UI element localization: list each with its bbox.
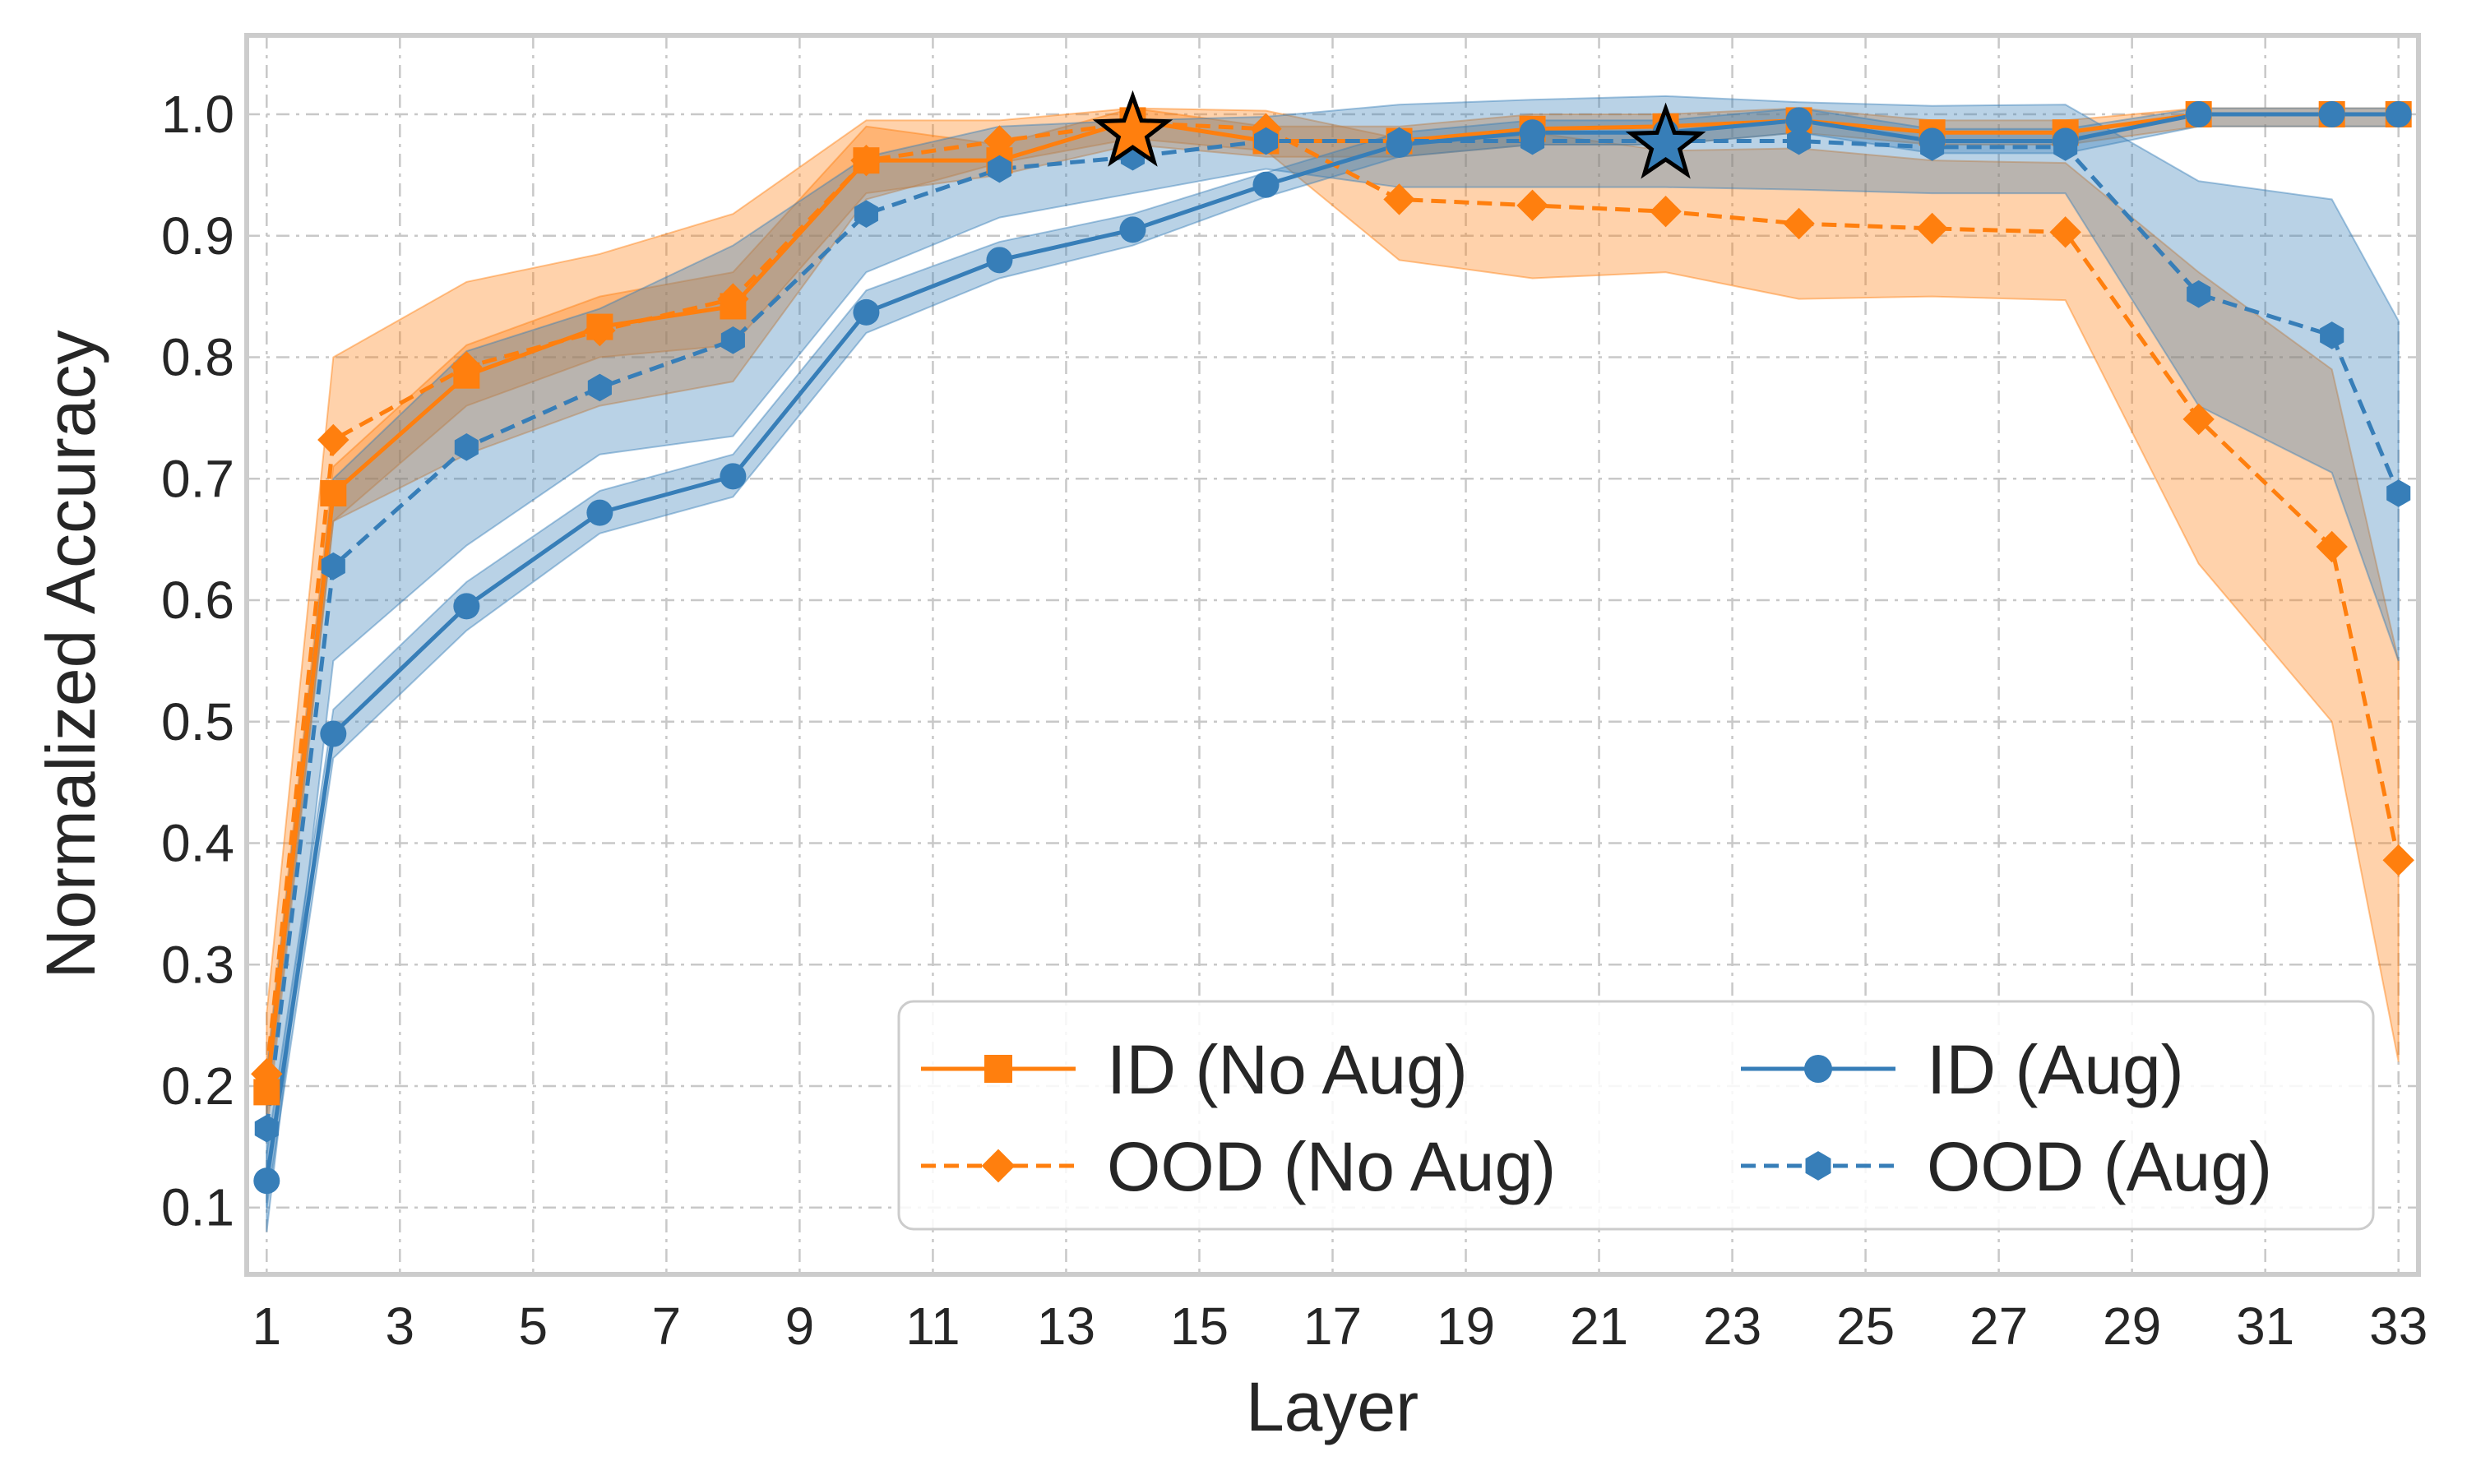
point-id-aug-layer-24 — [1785, 107, 1812, 134]
y-tick-label-0-3: 0.3 — [161, 935, 234, 994]
x-tick-label-31: 31 — [2236, 1297, 2294, 1356]
point-id-aug-layer-2 — [320, 720, 347, 747]
point-ood-aug-layer-32 — [2320, 321, 2344, 349]
point-ood-no-aug-layer-2 — [317, 423, 349, 456]
point-id-aug-layer-6 — [586, 499, 613, 526]
y-tick-label-0-5: 0.5 — [161, 692, 234, 751]
x-tick-label-29: 29 — [2103, 1297, 2161, 1356]
point-ood-aug-layer-30 — [2187, 280, 2211, 308]
legend-label-ood-no-aug: OOD (No Aug) — [1107, 1128, 1556, 1205]
point-ood-aug-layer-16 — [1253, 127, 1279, 155]
line-ood-aug — [264, 139, 2400, 1129]
y-tick-label-0-2: 0.2 — [161, 1056, 234, 1116]
legend-marker-id-aug — [1804, 1055, 1832, 1083]
point-ood-aug-layer-28 — [2053, 133, 2078, 161]
point-ood-no-aug-layer-26 — [1916, 212, 1948, 245]
y-axis-title: Normalized Accuracy — [32, 331, 109, 979]
point-id-aug-layer-12 — [986, 247, 1013, 274]
point-id-no-aug-layer-2 — [320, 479, 347, 506]
point-id-aug-layer-1 — [253, 1167, 280, 1195]
x-tick-label-25: 25 — [1836, 1297, 1895, 1356]
x-tick-label-19: 19 — [1437, 1297, 1495, 1356]
x-tick-label-13: 13 — [1037, 1297, 1095, 1356]
point-ood-aug-layer-6 — [587, 373, 612, 402]
tick-labels: 1 3 5 7 9 11 13 15 17 19 21 23 25 27 29 31 330.10.20.30.… — [161, 85, 2428, 1356]
point-id-aug-layer-8 — [720, 463, 747, 490]
x-axis-title: Layer — [1246, 1368, 1419, 1445]
y-tick-label-0-1: 0.1 — [161, 1178, 234, 1237]
point-ood-no-aug-layer-20 — [1516, 189, 1548, 222]
x-tick-label-27: 27 — [1969, 1297, 2028, 1356]
best-layer-stars — [1092, 90, 1706, 179]
point-ood-no-aug-layer-6 — [584, 314, 616, 347]
point-ood-no-aug-layer-10 — [850, 144, 882, 177]
series-lines — [264, 112, 2401, 1181]
point-ood-aug-layer-4 — [454, 433, 479, 461]
legend-marker-id-no-aug — [984, 1055, 1012, 1083]
point-ood-no-aug-layer-12 — [984, 125, 1016, 157]
point-ood-no-aug-layer-28 — [2049, 216, 2081, 248]
point-ood-aug-layer-24 — [1787, 127, 1812, 155]
best-layer-star-2 — [1625, 102, 1706, 179]
x-tick-label-3: 3 — [386, 1297, 415, 1356]
grid-layer — [247, 35, 2418, 1274]
point-ood-aug-layer-10 — [854, 200, 878, 228]
point-ood-aug-layer-8 — [720, 326, 745, 354]
point-ood-no-aug-layer-18 — [1383, 183, 1415, 215]
x-tick-label-21: 21 — [1570, 1297, 1628, 1356]
point-ood-no-aug-layer-24 — [1783, 207, 1815, 240]
point-id-aug-layer-33 — [2385, 101, 2412, 128]
legend-box — [897, 1000, 2375, 1231]
x-tick-label-11: 11 — [905, 1297, 960, 1356]
x-tick-label-23: 23 — [1703, 1297, 1761, 1356]
x-tick-label-1: 1 — [252, 1297, 282, 1356]
plot-frame — [244, 33, 2421, 1277]
legend-label-ood-aug: OOD (Aug) — [1927, 1128, 2272, 1205]
point-id-aug-layer-4 — [453, 593, 480, 620]
point-ood-no-aug-layer-22 — [1650, 196, 1682, 228]
legend-marker-ood-aug — [1805, 1151, 1831, 1181]
point-id-aug-layer-14 — [1119, 216, 1146, 243]
legend-label-id-aug: ID (Aug) — [1927, 1031, 2184, 1108]
x-tick-label-9: 9 — [785, 1297, 815, 1356]
best-layer-star-1 — [1092, 90, 1173, 167]
legend: ID (No Aug) OOD (No Aug) ID (Aug) OOD (A… — [897, 1000, 2375, 1231]
point-ood-aug-layer-20 — [1520, 127, 1545, 155]
point-ood-aug-layer-33 — [2386, 479, 2411, 507]
y-tick-label-0-6: 0.6 — [161, 571, 234, 630]
point-ood-aug-layer-1 — [254, 1114, 279, 1143]
point-id-aug-layer-30 — [2185, 101, 2212, 128]
x-tick-label-33: 33 — [2369, 1297, 2428, 1356]
x-tick-label-5: 5 — [519, 1297, 548, 1356]
line-id-aug — [264, 112, 2399, 1181]
point-ood-aug-layer-12 — [987, 155, 1011, 183]
point-ood-no-aug-layer-33 — [2382, 844, 2414, 876]
y-tick-label-0-7: 0.7 — [161, 449, 234, 508]
point-ood-no-aug-layer-4 — [451, 351, 483, 383]
point-ood-no-aug-layer-8 — [717, 283, 749, 315]
point-id-aug-layer-10 — [853, 298, 880, 326]
band-ood-no-aug — [266, 107, 2400, 1135]
x-tick-label-15: 15 — [1170, 1297, 1229, 1356]
point-ood-aug-layer-26 — [1920, 133, 1945, 161]
legend-marker-ood-no-aug — [981, 1149, 1016, 1183]
legend-swatches — [921, 1055, 1895, 1183]
point-id-aug-layer-16 — [1252, 171, 1280, 198]
y-tick-label-1: 1.0 — [161, 85, 234, 144]
legend-label-id-no-aug: ID (No Aug) — [1107, 1031, 1468, 1108]
point-ood-no-aug-layer-30 — [2182, 403, 2215, 436]
point-ood-aug-layer-18 — [1386, 127, 1412, 155]
x-tick-label-7: 7 — [652, 1297, 682, 1356]
point-ood-no-aug-layer-1 — [251, 1058, 283, 1090]
point-ood-aug-layer-2 — [321, 552, 345, 580]
point-ood-no-aug-layer-32 — [2316, 530, 2348, 563]
y-tick-label-0-8: 0.8 — [161, 328, 234, 387]
y-tick-label-0-4: 0.4 — [161, 814, 234, 873]
x-tick-label-17: 17 — [1303, 1297, 1362, 1356]
y-tick-label-0-9: 0.9 — [161, 206, 234, 266]
point-id-aug-layer-32 — [2318, 101, 2345, 128]
